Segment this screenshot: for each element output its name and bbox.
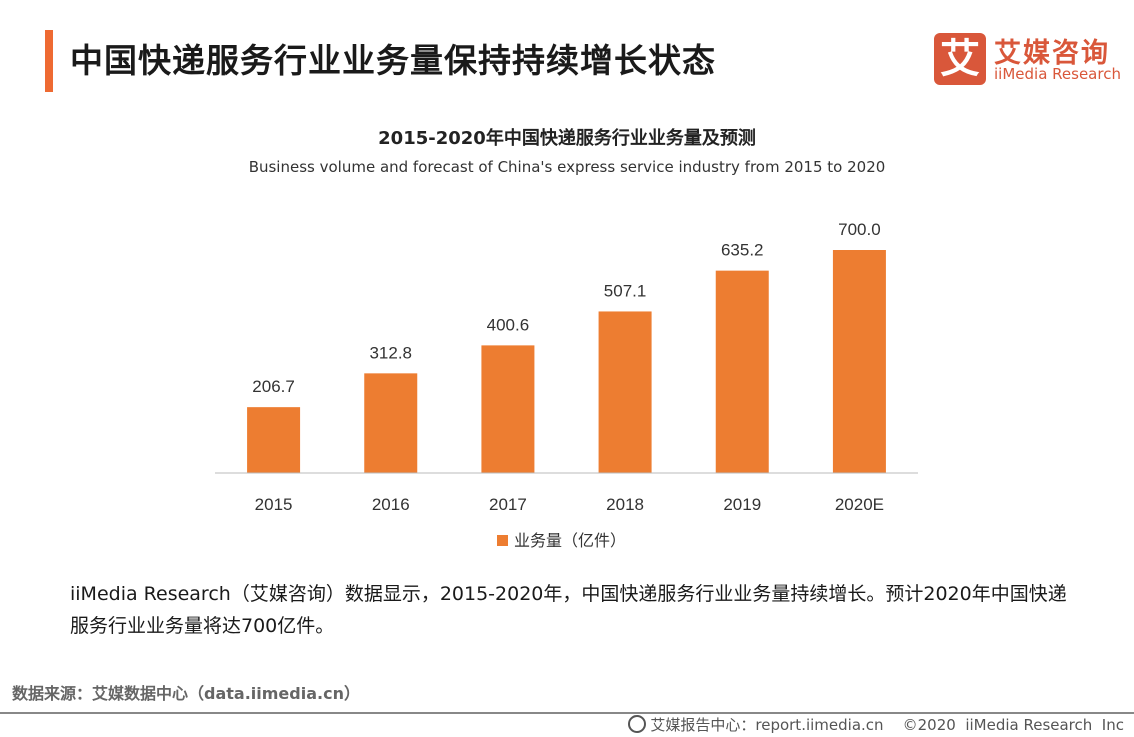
bar-2015	[247, 407, 301, 473]
x-tick-2019: 2019	[723, 495, 761, 514]
title-accent-bar	[45, 30, 53, 92]
x-tick-2020E: 2020E	[835, 495, 884, 514]
data-label-2020E: 700.0	[838, 220, 881, 239]
data-label-2019: 635.2	[721, 241, 764, 260]
bar-2016	[364, 373, 418, 473]
iimedia-logo: 艾 艾媒咨询 iiMedia Research	[934, 33, 1121, 85]
page-title: 中国快递服务行业业务量保持持续增长状态	[70, 41, 716, 80]
legend-swatch	[497, 535, 508, 546]
x-tick-2015: 2015	[255, 495, 293, 514]
globe-icon	[628, 715, 647, 733]
data-label-2016: 312.8	[369, 343, 412, 362]
legend-label: 业务量（亿件）	[514, 531, 626, 550]
footer-text: 艾媒报告中心：report.iimedia.cn ©2020 iiMedia R…	[650, 716, 1124, 734]
data-label-2017: 400.6	[487, 315, 530, 334]
data-label-2018: 507.1	[604, 281, 647, 300]
bar-2019	[715, 270, 769, 473]
bar-2020E	[832, 250, 886, 473]
bar-2017	[481, 345, 535, 473]
footer-divider	[0, 712, 1134, 714]
bar-2018	[598, 311, 652, 473]
logo-en: iiMedia Research	[994, 65, 1121, 83]
footer: 艾媒报告中心：report.iimedia.cn ©2020 iiMedia R…	[628, 714, 1124, 735]
data-source: 数据来源：艾媒数据中心（data.iimedia.cn）	[12, 684, 360, 703]
data-label-2015: 206.7	[252, 377, 295, 396]
logo-cn: 艾媒咨询	[994, 38, 1110, 69]
description-text: iiMedia Research（艾媒咨询）数据显示，2015-2020年，中国…	[70, 583, 1067, 637]
chart-subtitle: Business volume and forecast of China's …	[248, 158, 886, 176]
chart-title: 2015-2020年中国快递服务行业业务量及预测	[378, 128, 756, 149]
x-tick-2016: 2016	[372, 495, 410, 514]
x-tick-2017: 2017	[489, 495, 527, 514]
logo-mark: 艾	[934, 33, 986, 85]
x-tick-2018: 2018	[606, 495, 644, 514]
